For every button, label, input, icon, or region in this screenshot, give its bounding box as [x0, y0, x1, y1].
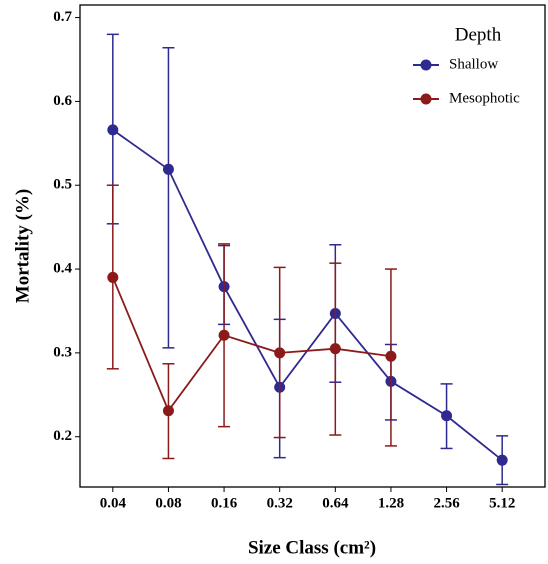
x-tick-label: 0.32: [267, 495, 293, 511]
legend-title: Depth: [455, 24, 502, 45]
point: [441, 410, 453, 422]
point: [218, 329, 230, 341]
x-tick-label: 5.12: [489, 495, 515, 511]
plot-frame: [79, 4, 546, 488]
legend-label: Mesophotic: [449, 90, 520, 106]
series-line: [111, 277, 392, 413]
y-tick-label: 0.4: [53, 260, 72, 276]
x-tick-label: 0.16: [211, 495, 238, 511]
x-tick-label: 0.64: [322, 495, 349, 511]
y-tick-label: 0.2: [53, 428, 72, 444]
point: [162, 405, 174, 417]
x-tick-label: 0.08: [155, 495, 181, 511]
x-axis-label: Size Class (cm²): [248, 537, 376, 558]
point: [107, 271, 119, 283]
x-tick-label: 2.56: [433, 495, 460, 511]
legend-label: Shallow: [449, 56, 498, 72]
y-axis-label: Mortality (%): [12, 189, 33, 303]
y-tick-label: 0.3: [53, 344, 72, 360]
point: [385, 350, 397, 362]
x-tick-label: 0.04: [100, 495, 127, 511]
point: [107, 124, 119, 136]
legend-marker: [420, 59, 432, 71]
point: [162, 163, 174, 175]
x-tick-label: 1.28: [378, 495, 404, 511]
legend-marker: [420, 93, 432, 105]
y-tick-label: 0.6: [53, 93, 72, 109]
point: [329, 343, 341, 355]
point: [274, 347, 286, 359]
y-tick-label: 0.5: [53, 177, 72, 193]
point: [496, 454, 508, 466]
y-tick-label: 0.7: [53, 9, 72, 25]
